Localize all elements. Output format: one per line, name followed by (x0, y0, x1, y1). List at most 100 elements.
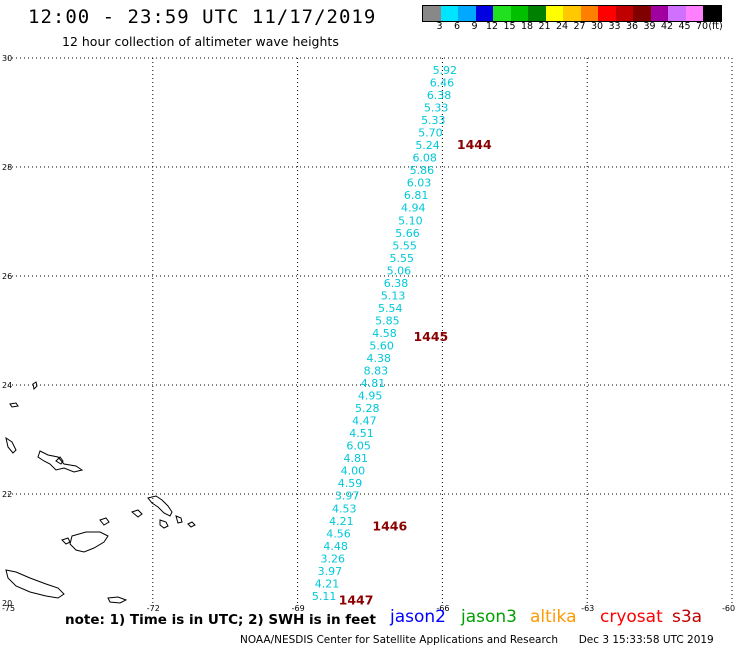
island-outline (159, 519, 169, 529)
wave-height-value: 5.60 (369, 339, 394, 352)
wave-height-value: 6.81 (404, 189, 429, 202)
color-swatch (458, 6, 476, 21)
island-outline (69, 531, 109, 553)
pass-number-label: 1447 (339, 592, 374, 607)
color-scale-tick: 39 (643, 21, 656, 32)
wave-height-value: 4.38 (366, 352, 391, 365)
color-scale-tick: 70 (695, 21, 709, 32)
color-swatch (545, 6, 563, 21)
color-swatch (650, 6, 668, 21)
lat-tick-label: 22 (2, 490, 12, 499)
color-scale-tick: 15 (503, 21, 516, 32)
island-outline (99, 517, 110, 526)
wave-height-value: 5.85 (375, 314, 400, 327)
island-outline (147, 495, 173, 517)
wave-height-value: 4.95 (358, 390, 383, 403)
wave-height-value: 5.66 (395, 227, 420, 240)
color-scale-tick: 9 (471, 21, 478, 32)
color-scale-tick: 33 (608, 21, 621, 32)
map-subtitle: 12 hour collection of altimeter wave hei… (62, 34, 339, 49)
wave-height-value: 5.92 (433, 64, 458, 77)
lat-tick-label: 20 (2, 599, 12, 608)
wave-height-value: 4.56 (326, 527, 351, 540)
lat-tick-label: 28 (2, 163, 12, 172)
color-scale-tick: 3 (436, 21, 443, 32)
satellite-legend-item: s3a (672, 607, 703, 627)
wave-height-value: 5.86 (410, 164, 435, 177)
island-outline (55, 456, 64, 465)
color-swatch (685, 6, 703, 21)
wave-height-value: 3.26 (321, 552, 346, 565)
lon-tick-label: -69 (292, 604, 305, 613)
color-swatch (423, 6, 441, 21)
wave-height-value: 6.38 (384, 277, 409, 290)
wave-height-value: 8.83 (364, 365, 389, 378)
color-swatch (493, 6, 511, 21)
wave-height-value: 4.81 (361, 377, 386, 390)
color-scale-unit: (ft) (708, 21, 723, 32)
island-outline (5, 569, 65, 599)
wave-height-value: 5.33 (424, 102, 449, 115)
lat-tick-label: 30 (2, 54, 12, 63)
color-scale-tick: 30 (590, 21, 604, 32)
island-outline (5, 436, 17, 454)
color-swatch (475, 6, 493, 21)
island-outline (107, 596, 128, 604)
color-swatch (580, 6, 598, 21)
wave-height-value: 5.11 (312, 590, 337, 603)
wave-height-value: 5.55 (392, 239, 417, 252)
lon-tick-label: -72 (147, 604, 160, 613)
wave-height-value: 5.54 (378, 302, 403, 315)
lon-tick-label: -60 (722, 604, 735, 613)
graticule (8, 57, 733, 603)
color-scale-tick: 21 (538, 21, 551, 32)
wave-height-value: 6.03 (407, 177, 432, 190)
legend-note: note: 1) Time is in UTC; 2) SWH is in fe… (65, 612, 376, 628)
color-swatch (633, 6, 651, 21)
color-swatch (615, 6, 633, 21)
color-scale-tick: 6 (453, 21, 461, 32)
timestamp-text: Dec 3 15:33:58 UTC 2019 (578, 634, 714, 646)
wave-height-value: 3.97 (335, 490, 360, 503)
color-scale-tick: 36 (625, 21, 639, 32)
wave-height-value: 5.70 (418, 127, 443, 140)
wave-height-value: 4.58 (372, 327, 397, 340)
color-swatch (528, 6, 546, 21)
axis-tick-labels: 30 28 26 24 22 20-75 -72 -69 -66 -63 -60 (2, 54, 735, 613)
island-outline (32, 381, 38, 391)
wave-height-value: 5.06 (387, 264, 412, 277)
lat-tick-label: 26 (2, 272, 12, 281)
color-swatch (703, 6, 721, 21)
wave-height-value: 6.08 (412, 152, 437, 165)
credit-text: NOAA/NESDIS Center for Satellite Applica… (240, 634, 558, 646)
wave-height-value: 4.53 (332, 502, 357, 515)
satellite-track: 5.926.466.385.335.335.705.246.085.866.03… (312, 64, 457, 603)
color-swatch (598, 6, 616, 21)
satellite-legend-item: cryosat (600, 607, 663, 627)
satellite-legend-item: jason2 (390, 607, 446, 627)
pass-number-label: 1445 (413, 329, 448, 344)
wave-height-value: 6.38 (427, 89, 452, 102)
wave-height-value: 3.97 (318, 565, 343, 578)
lat-tick-label: 24 (2, 381, 12, 390)
island-outline (187, 521, 196, 528)
color-scale-tick: 45 (678, 21, 691, 32)
color-scale-labels: 3 6 9 12 15 18 21 24 27 30 33 36 39 42 45 70 (ft) (422, 21, 732, 33)
color-scale-tick: 24 (555, 21, 569, 32)
wave-height-value: 4.21 (315, 577, 340, 590)
wave-height-value: 5.33 (421, 114, 446, 127)
wave-height-value: 5.10 (398, 214, 423, 227)
island-outline (130, 509, 143, 518)
coastline (5, 381, 196, 604)
footer-credit: NOAA/NESDIS Center for Satellite Applica… (240, 634, 714, 646)
color-swatch (668, 6, 686, 21)
wave-height-value: 6.46 (430, 77, 455, 90)
satellite-legend-item: altika (530, 607, 577, 627)
pass-number-label: 1444 (457, 137, 492, 152)
satellite-legend-item: jason3 (461, 607, 517, 627)
color-swatch (510, 6, 528, 21)
wave-height-value: 6.05 (346, 440, 371, 453)
pass-number-label: 1446 (372, 519, 407, 534)
island-outline (175, 515, 183, 524)
